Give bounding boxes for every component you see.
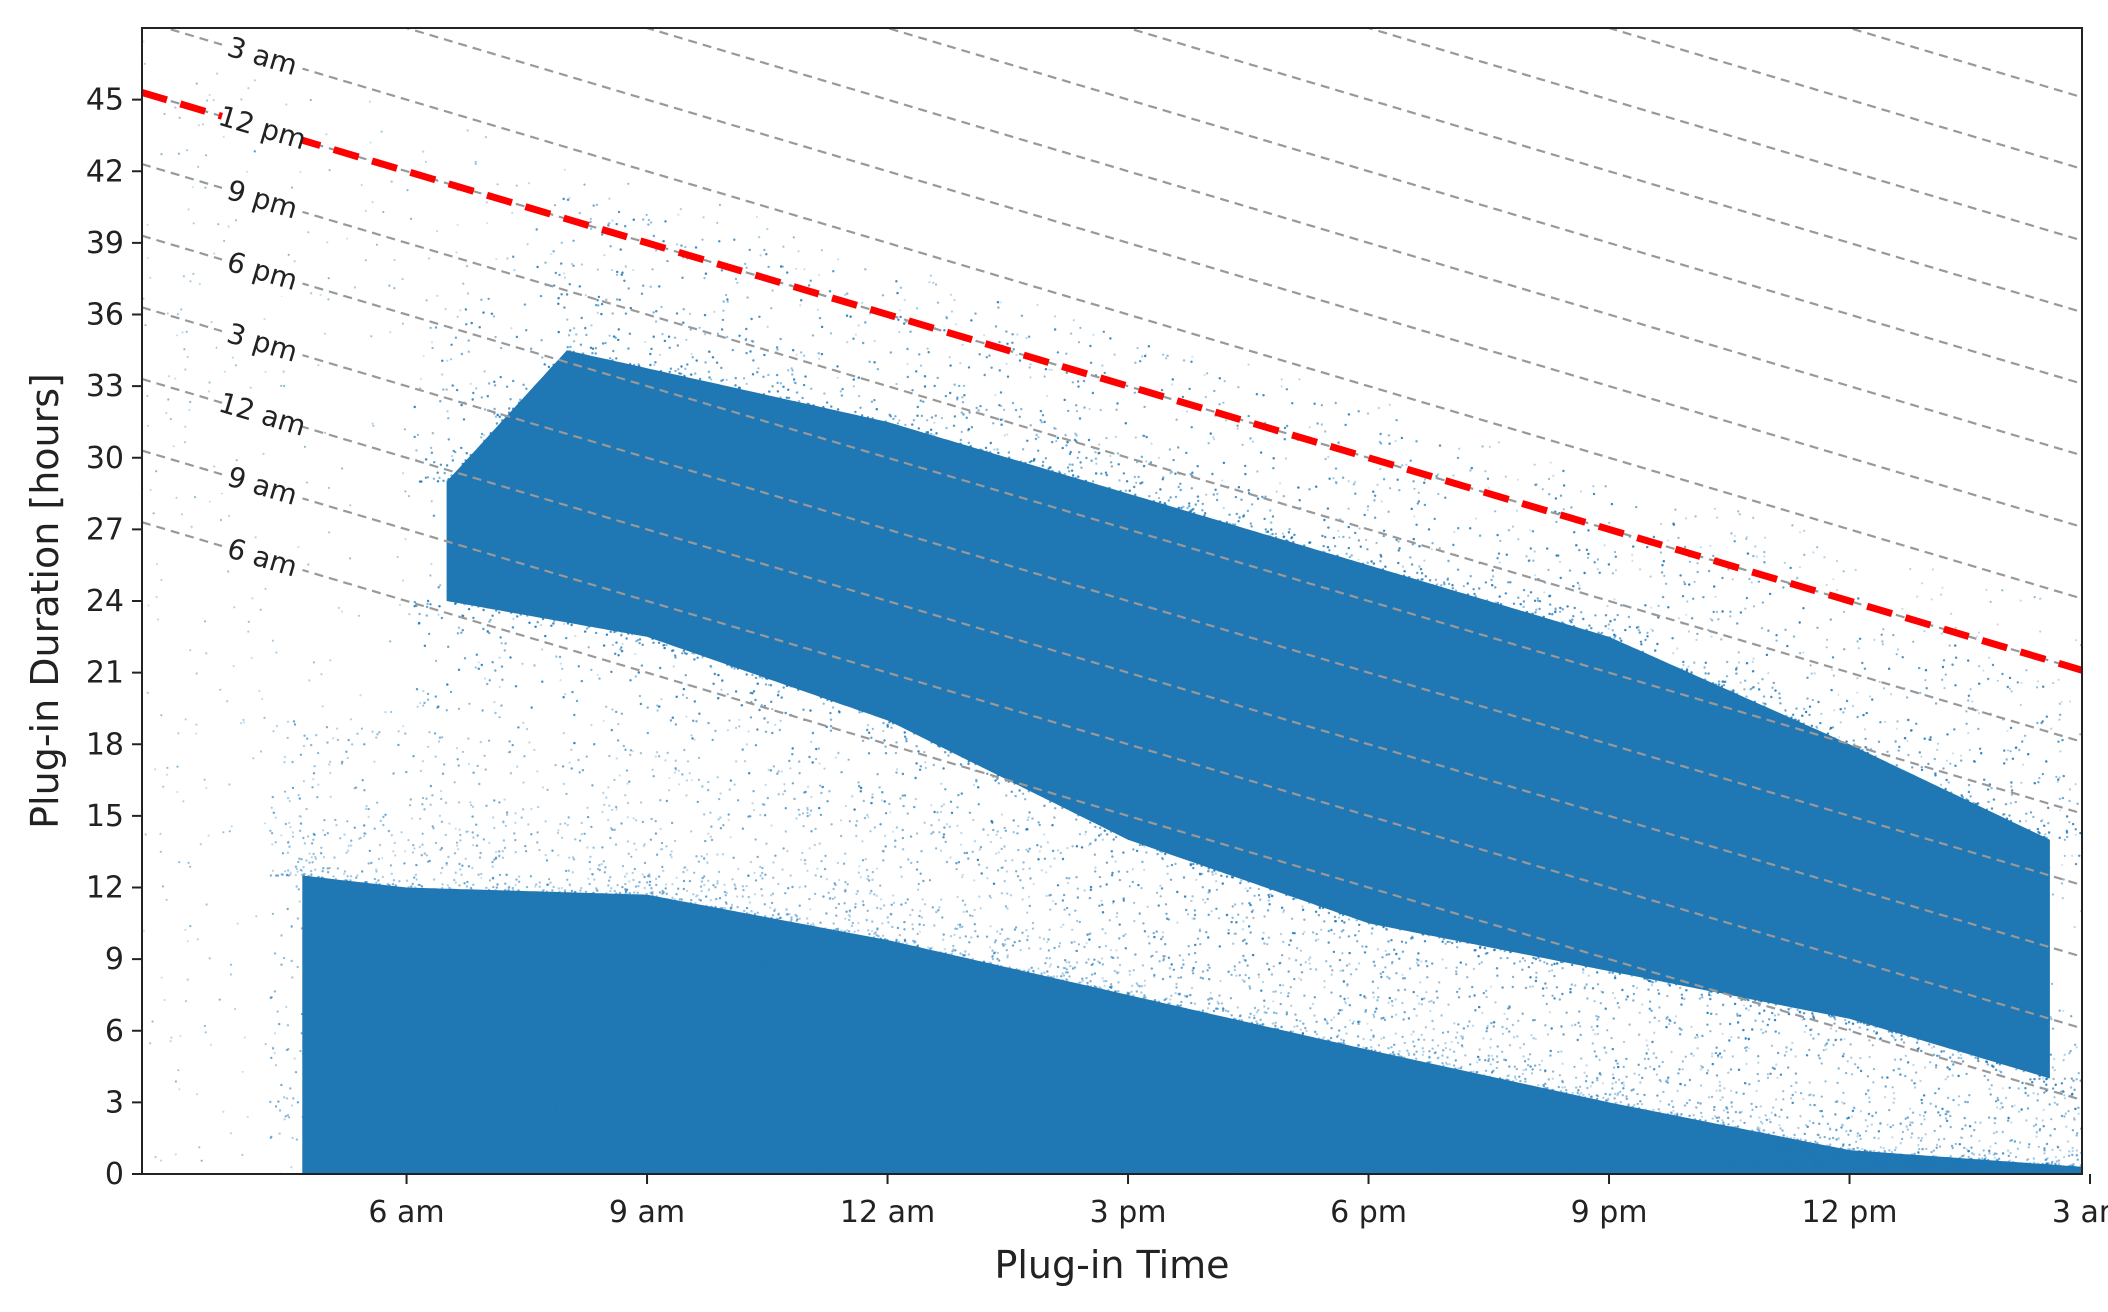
- cluster-halo-1: [269, 720, 2082, 1174]
- unplug-line-label-7: 12 pm: [215, 99, 310, 156]
- y-tick-label-9: 24: [86, 584, 124, 619]
- sparse-points: [142, 40, 2082, 1174]
- unplug-label-bg-5: [216, 244, 308, 301]
- unplug-line-6: [142, 163, 2082, 743]
- unplug-label-bg-2: [216, 459, 308, 516]
- x-tick-label-7: 12 pm: [1802, 1195, 1898, 1230]
- unplug-label-bg-7: [216, 100, 308, 158]
- unplug-line-14: [1605, 28, 2082, 170]
- x-tick-label-1: 6 am: [368, 1195, 444, 1230]
- unplug-line-12: [1124, 28, 2082, 314]
- y-tick-label-1: 0: [105, 1157, 124, 1192]
- scatter-points: [142, 40, 2082, 1174]
- y-tick-label-5: 12: [86, 871, 124, 906]
- x-axis-ticks: 6 am 9 am 12 am 3 pm 6 pm 9 pm 12 pm 3 am: [368, 1174, 2108, 1230]
- y-tick-label-15: 42: [86, 154, 124, 189]
- unplug-label-bg-3: [216, 387, 308, 445]
- unplug-line-label-3: 12 am: [215, 386, 310, 443]
- y-tick-label-8: 21: [86, 656, 124, 691]
- y-tick-label-14: 39: [86, 226, 124, 261]
- cluster-core-1: [302, 875, 2082, 1174]
- unplug-label-bg-8: [216, 29, 308, 86]
- y-tick-label-16: 45: [86, 83, 124, 118]
- x-axis-title: Plug-in Time: [994, 1243, 1229, 1287]
- unplug-line-3: [142, 377, 2082, 958]
- unplug-time-lines: [142, 28, 2082, 1102]
- unplug-label-bg-4: [216, 315, 308, 373]
- x-tick-label-4: 3 pm: [1090, 1195, 1167, 1230]
- y-tick-label-10: 27: [86, 512, 124, 547]
- unplug-line-2: [142, 449, 2082, 1030]
- y-tick-label-11: 30: [86, 441, 124, 476]
- y-tick-label-4: 9: [105, 942, 124, 977]
- y-tick-label-3: 6: [105, 1014, 124, 1049]
- unplug-line-13: [1364, 28, 2082, 242]
- unplug-line-10: [643, 28, 2082, 457]
- x-tick-label-3: 12 am: [840, 1195, 935, 1230]
- unplug-line-5: [142, 234, 2082, 815]
- unplug-label-bg-1: [216, 530, 308, 588]
- unplug-line-4: [142, 306, 2082, 887]
- y-tick-label-6: 15: [86, 799, 124, 834]
- unplug-line-8: [162, 28, 2082, 600]
- unplug-line-15: [1845, 28, 2082, 99]
- x-tick-label-6: 9 pm: [1571, 1195, 1648, 1230]
- y-tick-label-2: 3: [105, 1085, 124, 1120]
- x-tick-label-2: 9 am: [609, 1195, 685, 1230]
- x-tick-label-8: 3 am: [2052, 1195, 2108, 1230]
- y-tick-label-12: 33: [86, 369, 124, 404]
- x-tick-label-5: 6 pm: [1330, 1195, 1407, 1230]
- y-tick-label-7: 18: [86, 727, 124, 762]
- cluster-halo-2: [413, 197, 2082, 1173]
- unplug-line-9: [402, 28, 2082, 529]
- cluster-core-2: [446, 350, 2050, 1079]
- y-tick-label-13: 36: [86, 298, 124, 333]
- unplug-label-bg-6: [216, 172, 308, 230]
- unplug-line-1: [142, 521, 2082, 1102]
- y-axis-title: Plug-in Duration [hours]: [23, 373, 67, 829]
- unplug-line-11: [883, 28, 2082, 385]
- highlight-line: [142, 89, 2082, 674]
